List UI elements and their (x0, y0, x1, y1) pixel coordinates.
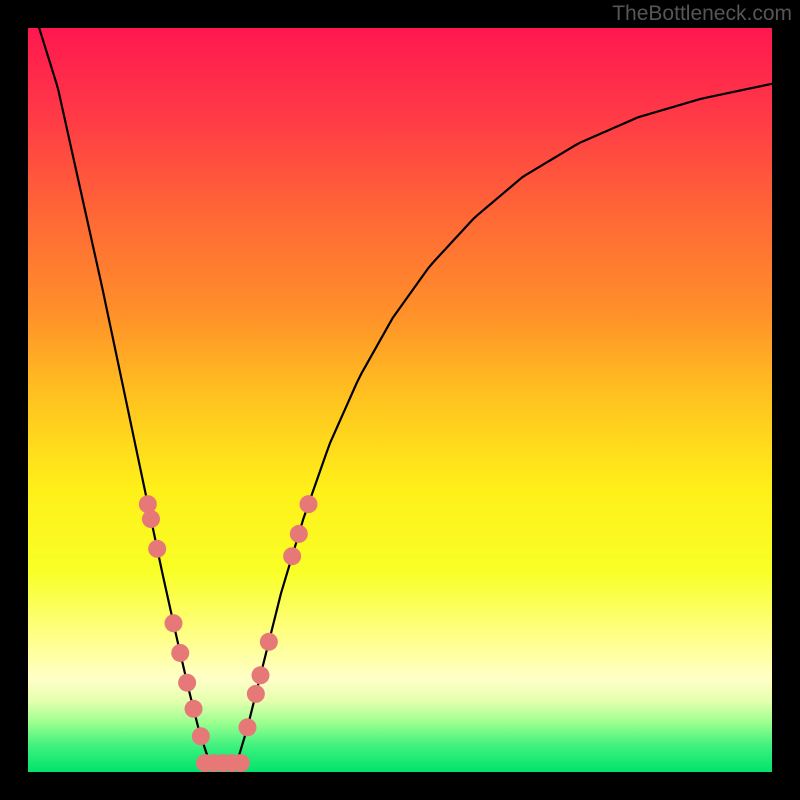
data-marker (232, 754, 250, 772)
data-marker (290, 525, 308, 543)
data-marker (283, 547, 301, 565)
data-marker (192, 727, 210, 745)
data-marker (299, 495, 317, 513)
data-marker (148, 540, 166, 558)
chart-frame (28, 28, 772, 772)
data-marker (139, 495, 157, 513)
data-marker (142, 510, 160, 528)
data-marker (247, 685, 265, 703)
chart-svg (28, 28, 772, 772)
data-marker (185, 700, 203, 718)
data-marker (260, 633, 278, 651)
watermark-text: TheBottleneck.com (612, 2, 792, 26)
data-marker (171, 644, 189, 662)
gradient-background (28, 28, 772, 772)
data-marker (252, 666, 270, 684)
plot-area (28, 28, 772, 772)
data-marker (164, 614, 182, 632)
data-marker (178, 674, 196, 692)
data-marker (238, 718, 256, 736)
